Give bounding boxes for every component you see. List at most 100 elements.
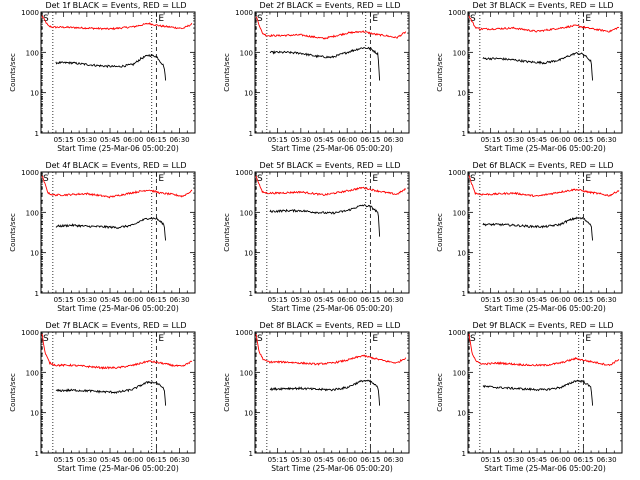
y-tick-label: 10 xyxy=(244,90,253,98)
y-tick-label: 10 xyxy=(457,90,466,98)
y-axis-label: Counts/sec xyxy=(223,53,231,92)
x-tick-label: 05:45 xyxy=(100,296,120,304)
y-tick-label: 1 xyxy=(462,290,466,298)
x-tick-label: 06:00 xyxy=(123,456,143,464)
series-events-line xyxy=(482,52,594,81)
y-axis-label: Counts/sec xyxy=(9,213,17,252)
x-tick-label: 06:15 xyxy=(573,456,593,464)
marker-label-s: S xyxy=(43,14,49,24)
series-events-line xyxy=(269,204,381,237)
chart-panel-det-9: Det 9f BLACK = Events, RED = LLD 1 10 100 10… xyxy=(436,321,623,473)
y-tick-label: 1 xyxy=(35,450,39,458)
chart-title: Det 7f BLACK = Events, RED = LLD xyxy=(45,321,186,330)
x-tick-label: 05:45 xyxy=(527,296,547,304)
x-tick-label: 06:15 xyxy=(360,136,380,144)
series-events-line xyxy=(482,216,594,241)
series-lld-line xyxy=(255,16,407,40)
chart-title: Det 5f BLACK = Events, RED = LLD xyxy=(259,161,400,170)
x-tick-label: 06:00 xyxy=(337,296,357,304)
series-lld-line xyxy=(255,334,407,366)
marker-label-s: S xyxy=(257,174,263,184)
x-tick-label: 06:30 xyxy=(169,296,189,304)
y-tick-label: 1 xyxy=(35,130,39,138)
x-tick-label: 06:15 xyxy=(573,136,593,144)
y-tick-label: 10 xyxy=(30,410,39,418)
x-tick-label: 06:15 xyxy=(573,296,593,304)
x-tick-label: 05:30 xyxy=(77,456,97,464)
series-events-line xyxy=(269,46,381,81)
y-tick-label: 1 xyxy=(249,450,253,458)
x-tick-label: 06:00 xyxy=(123,136,143,144)
y-axis-label: Counts/sec xyxy=(9,373,17,412)
x-tick-label: 05:45 xyxy=(527,136,547,144)
x-tick-label: 06:30 xyxy=(383,296,403,304)
x-tick-label: 06:00 xyxy=(550,296,570,304)
y-tick-label: 10 xyxy=(457,250,466,258)
marker-label-s: S xyxy=(43,334,49,344)
x-tick-label: 05:45 xyxy=(527,456,547,464)
y-tick-label: 1000 xyxy=(235,9,253,17)
marker-label-s: S xyxy=(470,334,476,344)
x-axis-label: Start Time (25-Mar-06 05:00:20) xyxy=(271,144,393,153)
marker-label-e: E xyxy=(585,334,591,344)
x-tick-label: 05:30 xyxy=(291,136,311,144)
y-tick-label: 100 xyxy=(453,369,466,377)
plot-frame xyxy=(254,11,410,134)
chart-panel-det-3: Det 3f BLACK = Events, RED = LLD 1 10 100 10… xyxy=(436,1,623,153)
series-lld-line xyxy=(41,175,193,199)
x-tick-label: 05:45 xyxy=(314,456,334,464)
x-tick-label: 05:45 xyxy=(314,136,334,144)
x-tick-label: 05:30 xyxy=(77,136,97,144)
x-tick-label: 05:30 xyxy=(291,296,311,304)
y-tick-label: 1 xyxy=(462,130,466,138)
x-tick-label: 06:30 xyxy=(596,136,616,144)
marker-label-e: E xyxy=(372,174,378,184)
y-tick-label: 100 xyxy=(240,369,253,377)
x-tick-label: 06:00 xyxy=(337,136,357,144)
x-tick-label: 05:30 xyxy=(291,456,311,464)
x-axis-label: Start Time (25-Mar-06 05:00:20) xyxy=(57,144,179,153)
y-tick-label: 1000 xyxy=(448,169,466,177)
plot-frame xyxy=(467,171,623,294)
y-tick-label: 1 xyxy=(35,290,39,298)
y-tick-label: 100 xyxy=(453,209,466,217)
series-events-line xyxy=(482,379,594,406)
x-tick-label: 06:30 xyxy=(596,456,616,464)
chart-panel-det-4: Det 4f BLACK = Events, RED = LLD 1 10 100 10… xyxy=(9,161,196,313)
x-tick-label: 06:00 xyxy=(550,136,570,144)
y-tick-label: 100 xyxy=(240,209,253,217)
x-tick-label: 06:15 xyxy=(146,136,166,144)
y-tick-label: 1000 xyxy=(235,169,253,177)
chart-title: Det 3f BLACK = Events, RED = LLD xyxy=(472,1,613,10)
plot-frame xyxy=(254,331,410,454)
chart-panel-det-1: Det 1f BLACK = Events, RED = LLD 1 10 100 10… xyxy=(9,1,196,153)
x-tick-label: 05:15 xyxy=(481,296,501,304)
series-lld-line xyxy=(255,175,407,197)
chart-panel-det-8: Det 8f BLACK = Events, RED = LLD 1 10 100 10… xyxy=(223,321,410,473)
y-tick-label: 1000 xyxy=(21,9,39,17)
x-tick-label: 06:30 xyxy=(383,136,403,144)
x-tick-label: 05:45 xyxy=(100,136,120,144)
x-tick-label: 05:45 xyxy=(314,296,334,304)
y-tick-label: 10 xyxy=(30,90,39,98)
chart-title: Det 4f BLACK = Events, RED = LLD xyxy=(45,161,186,170)
y-tick-label: 100 xyxy=(240,49,253,57)
marker-label-e: E xyxy=(158,14,164,24)
x-tick-label: 05:15 xyxy=(268,136,288,144)
y-tick-label: 1 xyxy=(462,450,466,458)
x-tick-label: 05:15 xyxy=(481,136,501,144)
chart-title: Det 8f BLACK = Events, RED = LLD xyxy=(259,321,400,330)
y-tick-label: 10 xyxy=(244,410,253,418)
x-axis-label: Start Time (25-Mar-06 05:00:20) xyxy=(271,464,393,473)
marker-label-e: E xyxy=(372,334,378,344)
chart-panel-det-2: Det 2f BLACK = Events, RED = LLD 1 10 100 10… xyxy=(223,1,410,153)
plot-frame xyxy=(467,331,623,454)
marker-label-e: E xyxy=(585,14,591,24)
x-tick-label: 05:30 xyxy=(504,296,524,304)
chart-title: Det 6f BLACK = Events, RED = LLD xyxy=(472,161,613,170)
marker-label-s: S xyxy=(257,14,263,24)
y-tick-label: 100 xyxy=(26,49,39,57)
plot-frame xyxy=(40,171,196,294)
x-tick-label: 06:15 xyxy=(360,296,380,304)
